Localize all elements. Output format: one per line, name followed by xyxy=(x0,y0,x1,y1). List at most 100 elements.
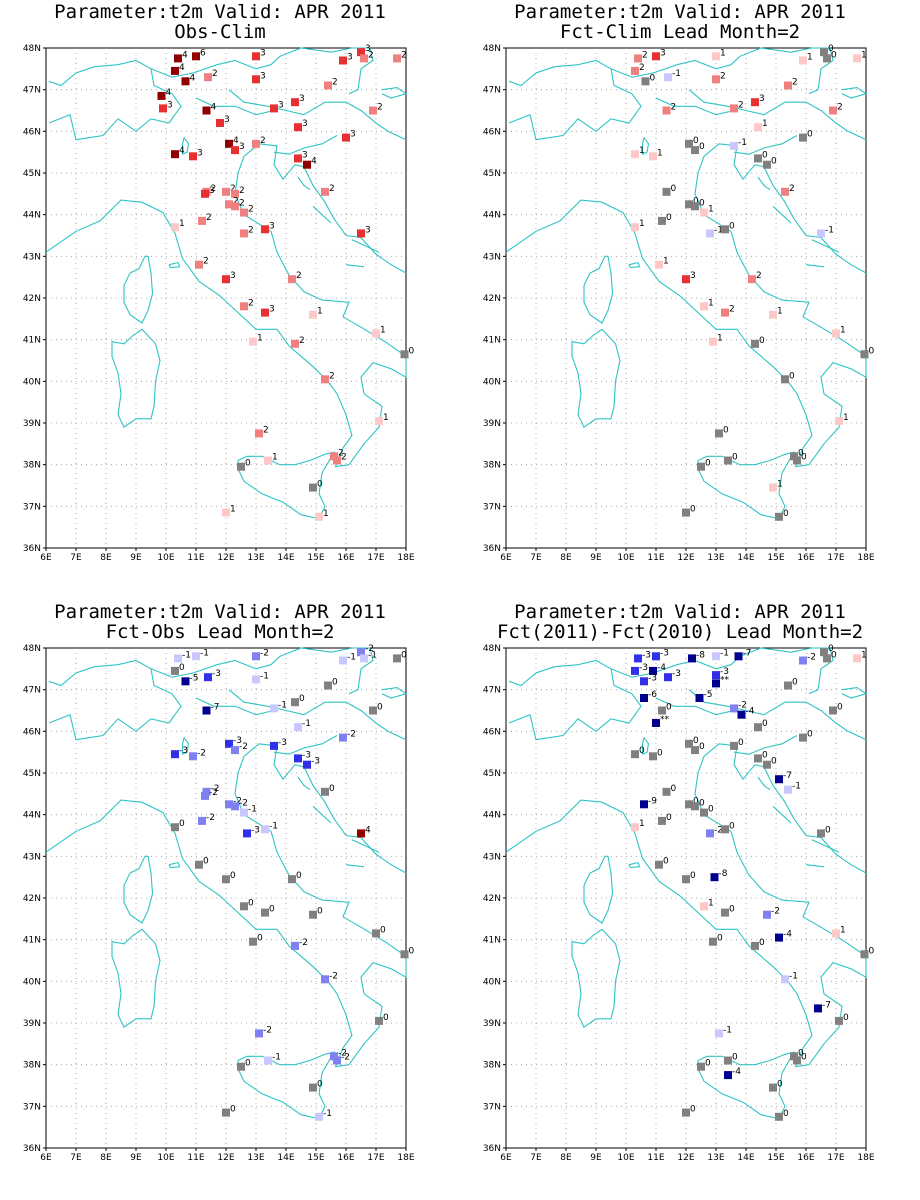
y-tick-label: 37N xyxy=(483,502,501,512)
station-marker xyxy=(270,741,278,750)
station-value-label: -2 xyxy=(347,730,356,740)
station-marker xyxy=(315,1112,323,1121)
coastline xyxy=(345,864,365,868)
station-value-label: 2 xyxy=(401,50,407,60)
station-marker xyxy=(357,48,365,57)
station-value-label: 0 xyxy=(798,448,804,458)
y-tick-label: 39N xyxy=(483,419,501,429)
station-marker xyxy=(294,123,302,132)
coastline xyxy=(757,776,771,791)
station-value-label: 1 xyxy=(663,257,669,267)
station-value-label: 1 xyxy=(762,119,768,129)
y-tick-label: 48N xyxy=(483,644,501,654)
station-marker xyxy=(730,141,738,150)
station-marker xyxy=(204,73,212,82)
station-value-label: 0 xyxy=(666,703,672,713)
station-value-label: -2 xyxy=(260,648,269,658)
axis-ticks: 6E 7E 8E 9E 10E 11E 12E 13E 14E 15E 16E 17E 18E 36N 37… xyxy=(23,44,415,563)
station-marker xyxy=(664,73,672,82)
station-value-label: 0 xyxy=(729,221,735,231)
station-marker xyxy=(369,706,377,715)
y-tick-label: 40N xyxy=(483,977,501,987)
station-marker xyxy=(201,791,209,800)
station-marker xyxy=(769,310,777,319)
y-tick-label: 36N xyxy=(483,544,501,554)
station-marker xyxy=(775,1112,783,1121)
station-value-label: 0 xyxy=(329,784,335,794)
station-marker xyxy=(799,733,807,742)
station-marker xyxy=(682,508,690,517)
x-tick-label: 7E xyxy=(70,1153,82,1163)
x-tick-label: 8E xyxy=(560,553,572,563)
station-marker xyxy=(198,816,206,825)
map-panel-obs-clim: Parameter:t2m Valid: APR 2011 Obs-Clim 6… xyxy=(0,0,440,580)
y-tick-label: 43N xyxy=(483,852,501,862)
station-marker xyxy=(159,104,167,113)
station-marker xyxy=(222,875,230,884)
station-value-label: 0 xyxy=(729,821,735,831)
station-marker xyxy=(270,704,278,713)
station-value-label: 0 xyxy=(762,719,768,729)
coastline xyxy=(655,97,735,116)
station-value-label: 0 xyxy=(759,336,765,346)
station-value-label: 0 xyxy=(693,736,699,746)
station-value-label: 1 xyxy=(807,53,813,63)
station-marker xyxy=(712,75,720,84)
coastline xyxy=(228,89,407,141)
station-marker xyxy=(252,675,260,684)
station-value-label: -3 xyxy=(302,750,311,760)
x-tick-label: 12E xyxy=(677,553,694,563)
station-marker xyxy=(652,652,660,661)
station-marker xyxy=(682,1108,690,1117)
station-value-label: -4 xyxy=(746,707,755,717)
coastline xyxy=(312,205,332,224)
station-value-label: 1 xyxy=(230,505,236,515)
station-marker xyxy=(790,1052,798,1061)
station-marker xyxy=(315,512,323,521)
station-value-label: 0 xyxy=(409,346,415,356)
x-tick-label: 17E xyxy=(367,553,384,563)
station-marker xyxy=(754,154,762,163)
station-marker xyxy=(715,1029,723,1038)
station-value-label: 1 xyxy=(840,325,846,335)
y-tick-label: 47N xyxy=(23,686,41,696)
y-tick-label: 48N xyxy=(23,644,41,654)
station-value-label: 3 xyxy=(167,100,173,110)
station-marker xyxy=(252,139,260,148)
coastline xyxy=(694,743,867,973)
coastline xyxy=(381,87,408,99)
y-tick-label: 38N xyxy=(23,461,41,471)
station-value-label: 2 xyxy=(341,453,347,463)
station-value-label: 0 xyxy=(825,825,831,835)
station-marker xyxy=(324,681,332,690)
y-tick-label: 37N xyxy=(23,1102,41,1112)
coastline xyxy=(381,687,408,699)
coastlines xyxy=(505,647,868,1120)
station-marker xyxy=(814,1004,822,1013)
station-value-label: 0 xyxy=(729,905,735,915)
station-value-label: 0 xyxy=(771,757,777,767)
station-value-label: 4 xyxy=(211,103,217,113)
coastline xyxy=(150,47,370,78)
x-tick-label: 11E xyxy=(187,1153,204,1163)
axis-ticks: 6E 7E 8E 9E 10E 11E 12E 13E 14E 15E 16E 17E 18E 36N 37… xyxy=(483,644,875,1163)
station-marker xyxy=(309,1083,317,1092)
station-marker xyxy=(189,152,197,161)
station-value-label: 0 xyxy=(699,198,705,208)
station-value-label: -2 xyxy=(239,742,248,752)
station-marker xyxy=(754,754,762,763)
station-marker xyxy=(372,329,380,338)
x-tick-label: 11E xyxy=(647,1153,664,1163)
station-value-label: 2 xyxy=(239,198,245,208)
station-value-label: 3 xyxy=(299,94,305,104)
station-marker xyxy=(204,673,212,682)
x-tick-label: 13E xyxy=(247,1153,264,1163)
coastline xyxy=(505,199,867,468)
coastline xyxy=(641,137,650,156)
y-tick-label: 42N xyxy=(23,294,41,304)
station-marker xyxy=(817,229,825,238)
panel-title-line1: Parameter:t2m Valid: APR 2011 xyxy=(514,1,846,23)
station-marker xyxy=(640,677,648,686)
station-marker xyxy=(631,150,639,159)
station-marker xyxy=(712,52,720,61)
